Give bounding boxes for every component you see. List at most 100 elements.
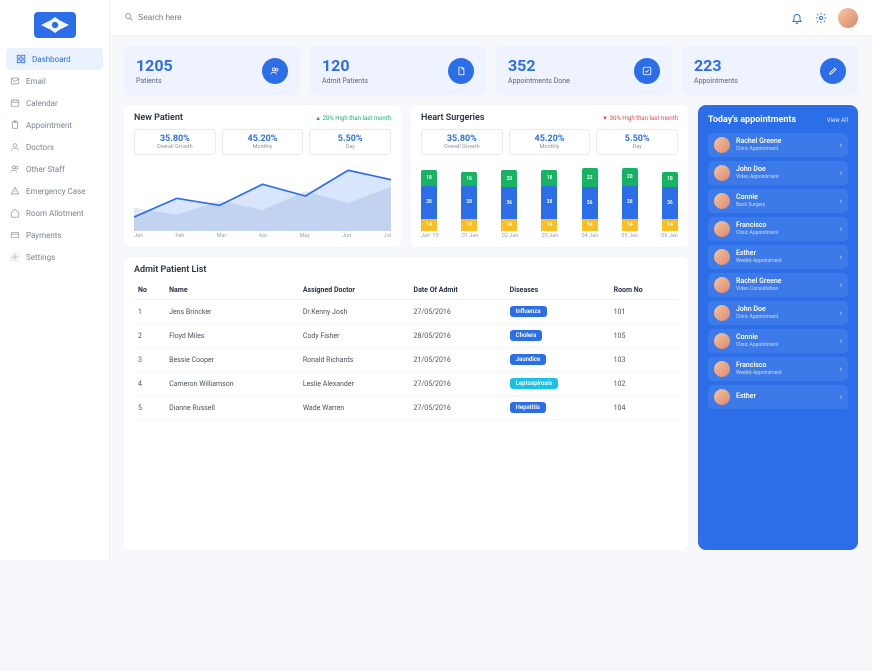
appointment-item[interactable]: John DoeClinic Appointment› [708, 301, 848, 325]
table-body: 1Jens BrinckerDr.Kenny Josh27/05/2016Inf… [134, 300, 678, 420]
bar-column: 143820 [622, 168, 638, 231]
stat-value: 352 [508, 56, 570, 75]
cell-no: 4 [134, 372, 165, 396]
stat-card-appointments[interactable]: 223Appointments [682, 46, 858, 95]
cell-disease: Hepatitis [506, 396, 610, 420]
bar-segment: 14 [622, 219, 638, 231]
sidebar-item-emergency-case[interactable]: Emergency Case [0, 180, 109, 202]
appointment-item[interactable]: John DoeVideo Appointment› [708, 161, 848, 185]
bell-icon[interactable] [790, 11, 804, 25]
bar-segment: 20 [501, 170, 517, 188]
sidebar-item-room-allotment[interactable]: Room Allotment [0, 202, 109, 224]
bar-chart: 1438181438161436201438181436221438201436… [421, 161, 678, 231]
lower-row: New Patient ▲ 20% High than last month 3… [124, 105, 858, 550]
new-patient-panel: New Patient ▲ 20% High than last month 3… [124, 105, 401, 247]
table-row[interactable]: 4Cameron WilliamsonLeslie Alexander27/05… [134, 372, 678, 396]
check-icon [634, 58, 660, 84]
pill-label: Day [603, 144, 671, 150]
appointments-panel: Today's appointments View All Rachel Gre… [698, 105, 858, 550]
new-patient-trend: ▲ 20% High than last month [315, 115, 391, 122]
appointment-item[interactable]: FranciscoClinic Appointment› [708, 217, 848, 241]
x-tick: Mar [217, 233, 227, 239]
stat-card-appointments-done[interactable]: 352 Appointments Done [496, 46, 672, 95]
avatar [714, 221, 730, 237]
stat-value: 120 [322, 56, 368, 75]
cell-no: 2 [134, 324, 165, 348]
chevron-right-icon: › [840, 197, 842, 205]
appt-sub: Clinic Appointment [736, 314, 778, 320]
pill-value: 35.80% [428, 134, 496, 144]
stats-row: 1205Patients 120 Admit Patients 352 Appointm… [124, 46, 858, 95]
table-header: Diseases [506, 281, 610, 300]
patient-list-title: Admit Patient List [134, 265, 678, 275]
search-input[interactable] [138, 13, 258, 22]
stat-card-admit-patients[interactable]: 120 Admit Patients [310, 46, 486, 95]
sidebar-item-label: Calendar [26, 99, 58, 108]
x-tick: 03 Jan [542, 233, 559, 239]
gear-icon[interactable] [814, 11, 828, 25]
search[interactable] [124, 12, 790, 24]
appt-name: Esther [736, 393, 756, 401]
appointment-item[interactable]: EstherWeekly Appointment› [708, 245, 848, 269]
cell-date: 27/05/2016 [410, 300, 506, 324]
card-icon [10, 230, 20, 240]
cell-doctor: Ronald Richards [299, 348, 410, 372]
bar-segment: 14 [541, 219, 557, 231]
bar-segment: 22 [582, 168, 598, 187]
sidebar-item-other-staff[interactable]: Other Staff [0, 158, 109, 180]
sidebar-item-label: Other Staff [26, 165, 65, 174]
x-tick: 02 Jan [502, 233, 519, 239]
table-row[interactable]: 5Dianne RussellWade Warren27/05/2016Hepa… [134, 396, 678, 420]
appointment-item[interactable]: Esther› [708, 385, 848, 409]
appointment-item[interactable]: ConnieClinic Appointment› [708, 329, 848, 353]
bar-segment: 18 [541, 170, 557, 186]
pill-value: 45.20% [229, 134, 297, 144]
appt-sub: Video Consultation [736, 286, 782, 292]
clipboard-icon [10, 120, 20, 130]
file-icon [448, 58, 474, 84]
appointment-item[interactable]: Rachel GreeneClinic Appointment› [708, 133, 848, 157]
appointment-item[interactable]: Rachel GreeneVideo Consultation› [708, 273, 848, 297]
avatar[interactable] [838, 8, 858, 28]
bar-segment: 38 [421, 186, 437, 219]
np-x-axis: JanFebMarAprMayJunJul [134, 233, 391, 239]
x-tick: Jan [134, 233, 143, 239]
stat-label: Admit Patients [322, 77, 368, 85]
appointment-item[interactable]: ConnieBack Surgery › [708, 189, 848, 213]
appointments-title: Today's appointments [708, 115, 796, 125]
appt-name: John Doe [736, 166, 779, 174]
table-row[interactable]: 1Jens BrinckerDr.Kenny Josh27/05/2016Inf… [134, 300, 678, 324]
bar-segment: 36 [501, 187, 517, 219]
sidebar-item-calendar[interactable]: Calendar [0, 92, 109, 114]
table-row[interactable]: 3Bessie CooperRonald Richards21/05/2016J… [134, 348, 678, 372]
appointments-list: Rachel GreeneClinic Appointment› John Doe… [708, 133, 848, 409]
appt-sub: Back Surgery [736, 202, 765, 208]
appt-name: Francisco [736, 222, 778, 230]
table-row[interactable]: 2Floyd MilesCody Fisher28/05/2016Cholera… [134, 324, 678, 348]
x-tick: Feb [175, 233, 184, 239]
stat-value: 1205 [136, 56, 173, 75]
sidebar-item-email[interactable]: Email [0, 70, 109, 92]
disease-badge: Leptospirosis [510, 378, 558, 389]
view-all-link[interactable]: View All [827, 117, 848, 124]
chevron-right-icon: › [840, 253, 842, 261]
pill-value: 45.20% [516, 134, 584, 144]
sidebar-item-doctors[interactable]: Doctors [0, 136, 109, 158]
sidebar-item-dashboard[interactable]: Dashboard [6, 48, 103, 70]
cell-room: 101 [610, 300, 678, 324]
appt-name: Connie [736, 194, 765, 202]
sidebar-item-payments[interactable]: Payments [0, 224, 109, 246]
stat-card-patients[interactable]: 1205Patients [124, 46, 300, 95]
bar-column: 143818 [421, 170, 437, 231]
stat-label: Appointments Done [508, 77, 570, 85]
appointment-item[interactable]: FranciscoWeekly Appointment› [708, 357, 848, 381]
cell-room: 105 [610, 324, 678, 348]
np-pills: 35.80%Overall Growth45.20%Monthly5.50%Da… [134, 129, 391, 155]
sidebar-item-appointment[interactable]: Appointment [0, 114, 109, 136]
cell-room: 104 [610, 396, 678, 420]
pen-icon [820, 58, 846, 84]
x-tick: 05 Jan [621, 233, 638, 239]
calendar-icon [10, 98, 20, 108]
new-patient-title: New Patient [134, 113, 183, 123]
sidebar-item-settings[interactable]: Settings [0, 246, 109, 268]
